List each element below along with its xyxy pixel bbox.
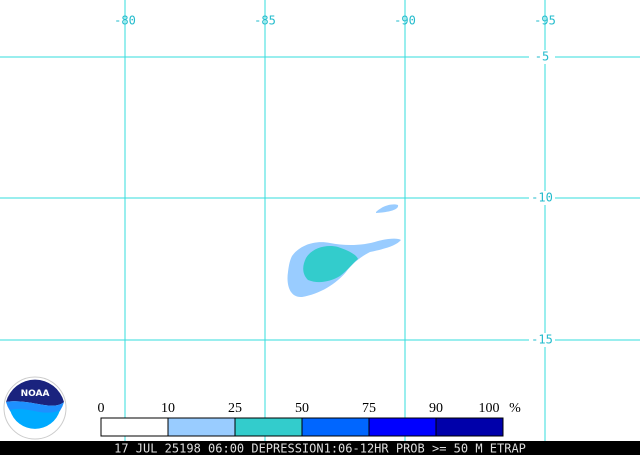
lon-label: -90 [394, 14, 416, 28]
colorbar-segment [435, 417, 504, 437]
lat-label-bg [529, 50, 555, 64]
lon-label: -80 [114, 14, 136, 28]
colorbar-segment [301, 417, 370, 437]
prob-region-10 [376, 204, 399, 213]
footer-bar [0, 441, 640, 455]
noaa-logo: NOAA [3, 376, 67, 440]
colorbar-label: 100 [479, 401, 500, 416]
footer-text: 17 JUL 25198 06:00 DEPRESSION1:06-12HR P… [114, 442, 526, 455]
colorbar-segment [167, 417, 236, 437]
colorbar-label: 75 [362, 401, 376, 416]
lat-label-bg [529, 333, 555, 347]
colorbar-label: 0 [98, 401, 105, 416]
colorbar-segment [368, 417, 437, 437]
prob-region-25 [303, 246, 358, 283]
grid: -80 -85 -90 -95 -5 -10 -15 [0, 0, 640, 441]
colorbar-segment [100, 417, 169, 437]
colorbar-label: 50 [295, 401, 309, 416]
colorbar-segment [234, 417, 303, 437]
lat-label: -15 [531, 333, 553, 347]
colorbar-label: 25 [228, 401, 242, 416]
lat-label: -10 [531, 191, 553, 205]
colorbar-unit: % [509, 401, 521, 416]
colorbar: 0 10 25 50 75 90 100% [98, 401, 521, 437]
lat-label: -5 [535, 50, 549, 64]
lon-label: -95 [534, 14, 556, 28]
colorbar-label: 10 [161, 401, 175, 416]
colorbar-label: 90 [429, 401, 443, 416]
logo-text: NOAA [21, 389, 50, 399]
lon-label: -85 [254, 14, 276, 28]
lat-label-bg [529, 191, 555, 205]
